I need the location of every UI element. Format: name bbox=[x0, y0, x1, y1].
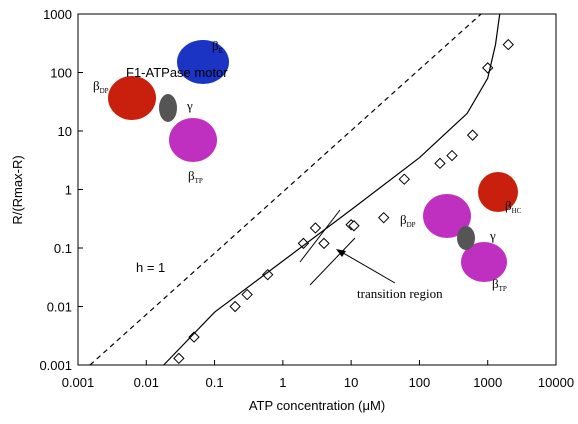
annotation: F1-ATPase motor bbox=[126, 65, 228, 80]
data-point bbox=[173, 352, 185, 365]
annotation-text: β bbox=[400, 212, 407, 227]
x-tick-label: 0.01 bbox=[134, 375, 159, 390]
y-tick-label: 100 bbox=[50, 66, 72, 81]
annotation-subscript: E bbox=[219, 47, 223, 55]
annotation-text: γ bbox=[186, 98, 193, 113]
data-point bbox=[434, 157, 446, 170]
y-tick-label: 10 bbox=[58, 124, 72, 139]
y-tick-label: 1000 bbox=[43, 7, 72, 22]
annotation: βTP bbox=[188, 168, 203, 185]
arrow bbox=[337, 249, 396, 284]
data-point bbox=[188, 331, 200, 343]
annotation-text: F1-ATPase motor bbox=[126, 65, 228, 80]
annotation: βDP bbox=[400, 212, 416, 229]
annotation: βDP bbox=[93, 78, 109, 95]
annotation-text: β bbox=[93, 78, 100, 93]
data-point bbox=[378, 211, 390, 224]
x-tick-label: 1000 bbox=[473, 375, 502, 390]
data-point bbox=[229, 300, 241, 313]
data-point bbox=[348, 220, 360, 232]
annotation-text: β bbox=[492, 276, 499, 291]
molecule-right bbox=[423, 172, 518, 282]
x-tick-label: 10 bbox=[344, 375, 358, 390]
y-tick-label: 0.01 bbox=[47, 300, 72, 315]
tangent-line bbox=[299, 209, 341, 263]
annotation: βE bbox=[212, 38, 223, 55]
annotation-subscript: HC bbox=[512, 207, 522, 215]
annotation-text: β bbox=[212, 38, 219, 53]
x-tick-label: 0.001 bbox=[62, 375, 95, 390]
data-point bbox=[398, 173, 410, 185]
y-tick-label: 0.1 bbox=[54, 241, 72, 256]
data-point bbox=[446, 149, 458, 162]
dashed-line bbox=[89, 13, 482, 366]
x-tick-label: 10000 bbox=[538, 375, 574, 390]
annotation-text: h = 1 bbox=[136, 260, 165, 275]
y-tick-label: 0.001 bbox=[39, 358, 72, 373]
data-point bbox=[297, 237, 310, 250]
x-tick-label: 1 bbox=[279, 375, 286, 390]
data-point bbox=[241, 288, 253, 301]
data-point bbox=[466, 129, 479, 141]
annotation: γ bbox=[186, 98, 193, 113]
annotation: γ bbox=[489, 228, 496, 243]
annotation-subscript: DP bbox=[407, 221, 416, 229]
annotation-text: γ bbox=[489, 228, 496, 243]
annotation-subscript: TP bbox=[195, 177, 203, 185]
molecule-left bbox=[108, 40, 229, 162]
annotation-text: β bbox=[505, 198, 512, 213]
annotation: βTP bbox=[492, 276, 507, 293]
tangent-line bbox=[309, 237, 356, 286]
arrow-head bbox=[336, 249, 346, 257]
y-tick-label: 1 bbox=[65, 183, 72, 198]
data-point bbox=[318, 237, 330, 250]
fit-curve bbox=[163, 13, 501, 366]
y-axis-label: R/(Rmax-R) bbox=[10, 155, 25, 224]
annotation: βHC bbox=[505, 198, 522, 215]
annotation-text: β bbox=[188, 168, 195, 183]
annotation-subscript: TP bbox=[499, 285, 507, 293]
data-point bbox=[262, 268, 274, 281]
x-tick-label: 100 bbox=[409, 375, 431, 390]
x-axis-label: ATP concentration (μM) bbox=[249, 398, 385, 413]
x-tick-label: 0.1 bbox=[206, 375, 224, 390]
data-point bbox=[502, 38, 514, 51]
data-point bbox=[309, 222, 322, 234]
annotation: transition region bbox=[357, 286, 443, 301]
annotation-text: transition region bbox=[357, 286, 443, 301]
annotation-subscript: DP bbox=[100, 87, 109, 95]
annotation: h = 1 bbox=[136, 260, 165, 275]
